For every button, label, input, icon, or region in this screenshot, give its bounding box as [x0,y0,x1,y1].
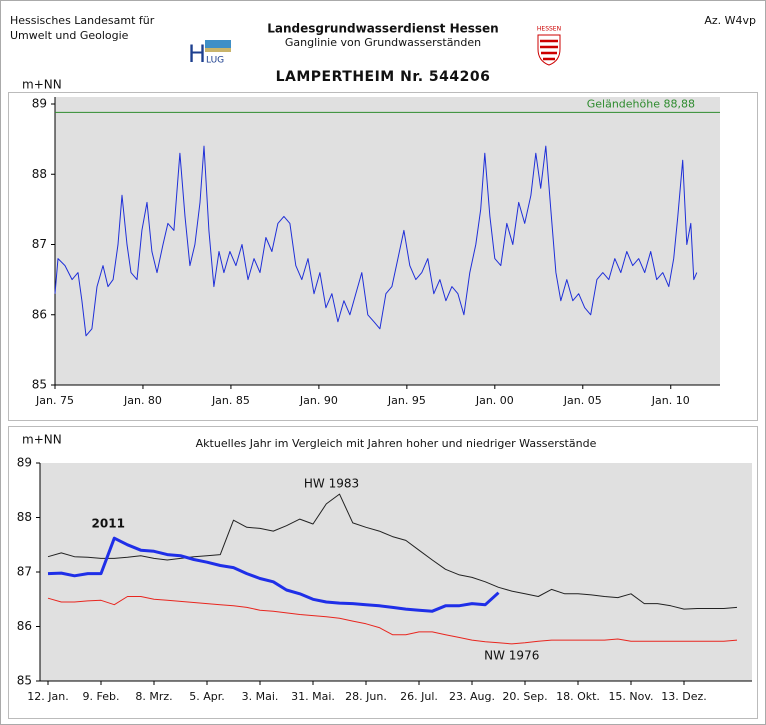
x-tick-label: Jan. 05 [563,394,602,407]
y-tick-label: 86 [17,619,32,633]
y-axis-label: m+NN [22,78,62,92]
y-tick-label: 88 [17,510,32,524]
subtitle: Ganglinie von Grundwasserständen [285,36,481,49]
series-label: HW 1983 [304,477,359,491]
service-title: Landesgrundwasserdienst Hessen [267,22,498,36]
x-tick-label: 3. Mai. [242,690,279,703]
y-tick-label: 87 [32,237,47,251]
x-tick-label: 8. Mrz. [135,690,172,703]
x-tick-label: 23. Aug. [449,690,495,703]
plot-area [55,97,720,385]
state-name: HESSEN [537,26,561,33]
x-tick-label: Jan. 80 [123,394,162,407]
x-tick-label: 5. Apr. [189,690,225,703]
station: LAMPERTHEIM Nr. 544206 [276,69,491,85]
x-tick-label: Jan. 00 [475,394,514,407]
panel-frame [8,426,758,719]
x-tick-label: 26. Jul. [400,690,438,703]
x-tick-label: Jan. 75 [35,394,74,407]
reference-label: Geländehöhe 88,88 [587,97,695,110]
y-tick-label: 85 [32,378,47,392]
series-label: NW 1976 [484,648,539,662]
series-line [54,145,698,337]
x-tick-label: 15. Nov. [608,690,653,703]
x-tick-label: 18. Okt. [556,690,600,703]
x-tick-label: 13. Dez. [661,690,707,703]
y-axis-label: m+NN [22,433,62,447]
x-tick-label: Jan. 95 [387,394,426,407]
logo-graphic [205,40,231,48]
series-label: 2011 [92,517,125,531]
x-tick-label: 12. Jan. [27,690,68,703]
x-tick-label: 31. Mai. [291,690,335,703]
x-tick-label: Jan. 90 [299,394,338,407]
logo-lug: LUG [206,56,224,66]
y-tick-label: 87 [17,565,32,579]
y-tick-label: 89 [32,97,47,111]
x-tick-label: Jan. 85 [211,394,250,407]
agency-line: Hessisches Landesamt für [10,14,155,27]
plot-area [40,463,752,681]
y-tick-label: 85 [17,674,32,688]
chart-title: Aktuelles Jahr im Vergleich mit Jahren h… [196,437,597,450]
state-crest [537,34,561,66]
x-tick-label: 28. Jun. [345,690,387,703]
x-tick-label: 20. Sep. [502,690,547,703]
y-tick-label: 86 [32,307,47,321]
logo-h: H [188,40,206,68]
y-tick-label: 89 [17,456,32,470]
series-line [47,493,738,610]
panel-frame [8,92,758,421]
series-line [47,596,738,645]
x-tick-label: 9. Feb. [83,690,120,703]
x-tick-label: Jan. 10 [651,394,690,407]
series-line [47,536,500,613]
y-tick-label: 88 [32,167,47,181]
agency-line: Umwelt und Geologie [10,29,129,42]
reference: Az. W4vp [704,14,756,27]
state-crest-stripes [540,39,558,61]
logo-graphic [205,48,231,52]
